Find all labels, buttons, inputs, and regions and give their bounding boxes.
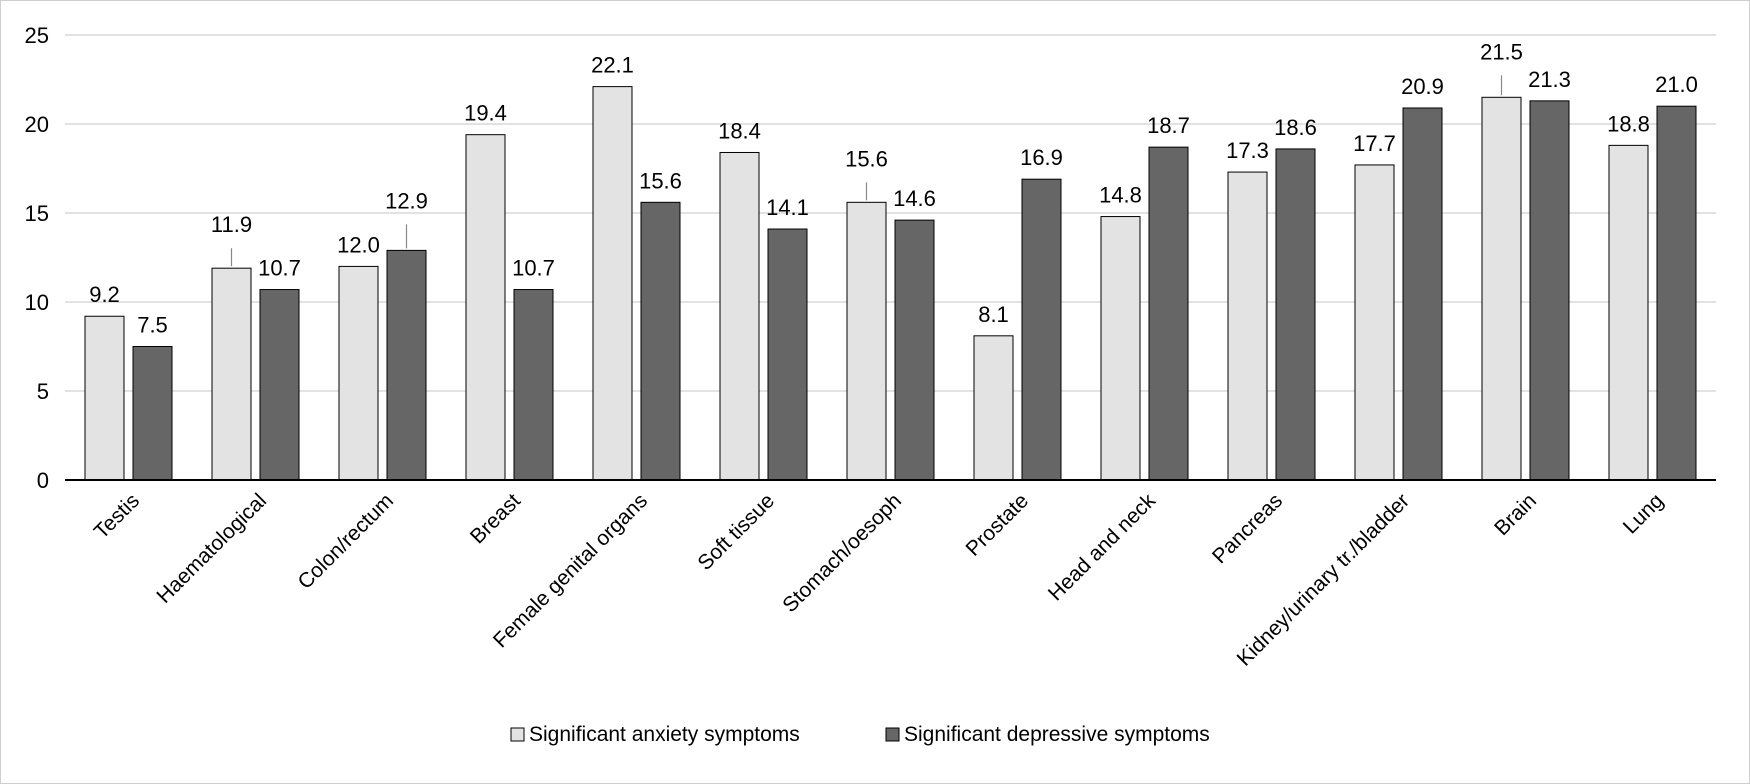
value-label-depressive-prostate: 16.9 [1020,145,1063,170]
y-tick-label-5: 5 [37,379,49,404]
bar-anxiety-pancreas [1227,171,1268,481]
bar-anxiety-testis [84,315,125,481]
x-tick-label-stomach-oesoph: Stomach/oesoph [778,489,906,617]
value-label-depressive-pancreas: 18.6 [1274,115,1317,140]
y-tick-label-15: 15 [25,201,49,226]
value-label-anxiety-pancreas: 17.3 [1226,138,1269,163]
value-label-depressive-head-and-neck: 18.7 [1147,113,1190,138]
bar-depressive-head-and-neck [1148,146,1189,481]
legend: Significant anxiety symptoms Significant … [510,723,1210,746]
y-tick-label-0: 0 [37,468,49,493]
legend-label-depressive: Significant depressive symptoms [904,723,1210,746]
value-label-anxiety-prostate: 8.1 [978,302,1009,327]
bar-anxiety-soft-tissue [719,151,760,481]
value-label-anxiety-brain: 21.5 [1480,39,1523,64]
bar-anxiety-brain [1481,96,1522,481]
value-label-depressive-breast: 10.7 [512,256,555,281]
bar-anxiety-female-genital-organs [592,86,633,481]
x-tick-label-testis: Testis [90,489,144,543]
value-label-anxiety-female-genital-organs: 22.1 [591,53,634,78]
bar-anxiety-prostate [973,335,1014,481]
x-tick-label-brain: Brain [1490,489,1541,540]
value-label-anxiety-head-and-neck: 14.8 [1099,183,1142,208]
bar-anxiety-head-and-neck [1100,216,1141,481]
bar-depressive-stomach-oesoph [894,219,935,481]
bar-anxiety-stomach-oesoph [846,201,887,481]
value-label-anxiety-colon-rectum: 12.0 [337,232,380,257]
x-tick-label-pancreas: Pancreas [1208,489,1287,568]
x-tick-label-head-and-neck: Head and neck [1044,489,1161,606]
x-tick-label-haematological: Haematological [152,489,271,608]
y-tick-label-20: 20 [25,112,49,137]
y-tick-label-10: 10 [25,290,49,315]
value-label-depressive-colon-rectum: 12.9 [385,188,428,213]
bar-anxiety-breast [465,134,506,481]
value-label-anxiety-soft-tissue: 18.4 [718,118,761,143]
value-label-anxiety-breast: 19.4 [464,101,507,126]
legend-label-anxiety: Significant anxiety symptoms [529,723,800,746]
x-tick-label-soft-tissue: Soft tissue [693,489,779,575]
x-tick-label-colon-rectum: Colon/rectum [293,489,398,594]
legend-swatch-depressive [885,727,900,742]
value-label-depressive-brain: 21.3 [1528,67,1571,92]
value-label-depressive-lung: 21.0 [1655,72,1698,97]
value-label-anxiety-kidney-urinary-tr-bladder: 17.7 [1353,131,1396,156]
y-tick-label-25: 25 [25,23,49,48]
value-label-depressive-kidney-urinary-tr-bladder: 20.9 [1401,74,1444,99]
bars [84,86,1697,481]
x-tick-label-breast: Breast [466,489,525,548]
bar-depressive-kidney-urinary-tr-bladder [1402,107,1443,481]
value-label-depressive-soft-tissue: 14.1 [766,195,809,220]
bar-depressive-testis [132,346,173,481]
x-tick-label-prostate: Prostate [961,489,1033,561]
value-label-depressive-haematological: 10.7 [258,256,301,281]
data-labels: 9.27.511.910.712.012.919.410.722.115.618… [89,39,1698,337]
value-label-anxiety-stomach-oesoph: 15.6 [845,146,888,171]
bar-depressive-pancreas [1275,148,1316,481]
bar-anxiety-colon-rectum [338,265,379,481]
bar-anxiety-kidney-urinary-tr-bladder [1354,164,1395,481]
value-label-anxiety-testis: 9.2 [89,282,120,307]
bar-depressive-brain [1529,100,1570,481]
value-label-anxiety-haematological: 11.9 [211,212,252,237]
bar-depressive-female-genital-organs [640,201,681,481]
gridlines [65,34,1716,392]
value-label-anxiety-lung: 18.8 [1607,111,1650,136]
value-label-depressive-female-genital-organs: 15.6 [639,168,682,193]
bar-depressive-haematological [259,289,300,481]
bar-anxiety-haematological [211,267,252,481]
bar-anxiety-lung [1608,144,1649,481]
value-label-depressive-stomach-oesoph: 14.6 [893,186,936,211]
bar-depressive-colon-rectum [386,249,427,481]
bar-depressive-soft-tissue [767,228,808,481]
bar-depressive-lung [1656,105,1697,481]
legend-swatch-anxiety [510,727,525,742]
bar-depressive-breast [513,289,554,481]
bar-depressive-prostate [1021,178,1062,481]
x-tick-label-lung: Lung [1619,489,1668,538]
value-label-depressive-testis: 7.5 [137,313,168,338]
